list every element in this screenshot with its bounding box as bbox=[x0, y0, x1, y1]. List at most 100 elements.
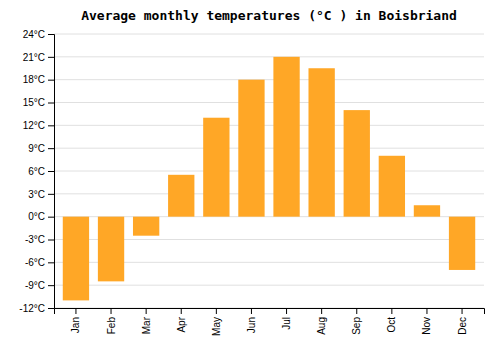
y-axis-line bbox=[48, 35, 55, 309]
bars bbox=[63, 57, 475, 301]
bar bbox=[308, 68, 334, 216]
x-tick-mark bbox=[75, 308, 76, 314]
x-tick-mark bbox=[251, 308, 252, 314]
x-tick: Dec bbox=[457, 308, 468, 335]
y-tick-label: 6°C bbox=[28, 166, 45, 177]
y-tick: 0°C bbox=[28, 211, 54, 222]
y-tick: 12°C bbox=[23, 120, 54, 131]
y-tick-label: 9°C bbox=[28, 143, 45, 154]
grid-line bbox=[54, 148, 484, 149]
x-tick: May bbox=[211, 308, 222, 336]
x-axis: JanFebMarAprMayJunJulAugSepOctNovDec bbox=[55, 308, 485, 336]
y-tick-mark bbox=[48, 80, 54, 81]
y-tick-label: 18°C bbox=[23, 74, 45, 85]
x-tick-mark bbox=[111, 308, 112, 314]
x-tick-mark bbox=[462, 308, 463, 314]
plot: -12°C -9°C -6°C -3°C 0°C 3°C 6°C 9°C 12°C 15°C 18°… bbox=[19, 29, 484, 336]
y-tick: 21°C bbox=[23, 52, 54, 63]
y-axis: -12°C -9°C -6°C -3°C 0°C 3°C 6°C 9°C 12°C 15°C 18°… bbox=[19, 29, 54, 314]
x-tick-mark bbox=[356, 308, 357, 314]
grid-line bbox=[54, 56, 484, 57]
x-axis-line bbox=[55, 309, 485, 315]
y-tick: -9°C bbox=[25, 280, 54, 291]
grid-line bbox=[54, 193, 484, 194]
grid-line bbox=[54, 171, 484, 172]
y-tick: -3°C bbox=[25, 234, 54, 245]
x-tick-label: Feb bbox=[106, 317, 117, 335]
grid-line bbox=[54, 79, 484, 80]
y-tick: 24°C bbox=[23, 29, 54, 40]
x-tick-label: Jan bbox=[70, 317, 81, 333]
grid-line bbox=[54, 125, 484, 126]
x-tick: Apr bbox=[176, 308, 187, 333]
y-tick: -6°C bbox=[25, 257, 54, 268]
x-tick-label: Dec bbox=[457, 317, 468, 335]
x-tick-mark bbox=[426, 308, 427, 314]
y-tick-mark bbox=[48, 171, 54, 172]
y-tick-mark bbox=[48, 262, 54, 263]
grid-line bbox=[54, 285, 484, 286]
y-tick-mark bbox=[48, 148, 54, 149]
x-tick-mark bbox=[216, 308, 217, 314]
y-tick: 3°C bbox=[28, 189, 54, 200]
y-tick-label: 3°C bbox=[28, 189, 45, 200]
y-tick-mark bbox=[48, 57, 54, 58]
y-tick: 18°C bbox=[23, 74, 54, 85]
x-tick: Jun bbox=[246, 308, 257, 333]
x-tick: Jul bbox=[281, 308, 292, 330]
x-tick-mark bbox=[321, 308, 322, 314]
x-tick: Mar bbox=[141, 308, 152, 334]
x-tick-label: Jun bbox=[246, 317, 257, 333]
bar bbox=[449, 217, 475, 270]
y-tick-mark bbox=[48, 285, 54, 286]
bar bbox=[203, 118, 229, 217]
x-tick: Aug bbox=[316, 308, 327, 335]
grid-line bbox=[54, 34, 484, 35]
bar bbox=[168, 175, 194, 217]
x-tick-mark bbox=[391, 308, 392, 314]
y-tick-label: 21°C bbox=[23, 52, 45, 63]
bar bbox=[238, 80, 264, 217]
x-tick-mark bbox=[286, 308, 287, 314]
y-tick-label: -3°C bbox=[25, 234, 45, 245]
bar bbox=[273, 57, 299, 217]
y-tick: 6°C bbox=[28, 166, 54, 177]
bar bbox=[344, 110, 370, 217]
y-tick-label: 15°C bbox=[23, 97, 45, 108]
y-tick-mark bbox=[48, 308, 54, 309]
y-tick-mark bbox=[48, 34, 54, 35]
x-tick-label: Sep bbox=[351, 317, 362, 335]
y-tick-mark bbox=[48, 125, 54, 126]
y-tick-mark bbox=[48, 103, 54, 104]
grid bbox=[54, 34, 484, 308]
chart: -12°C -9°C -6°C -3°C 0°C 3°C 6°C 9°C 12°C 15°C 18°… bbox=[0, 0, 500, 350]
grid-line bbox=[54, 102, 484, 103]
x-tick-label: Aug bbox=[316, 317, 327, 335]
x-tick-mark bbox=[146, 308, 147, 314]
bar bbox=[414, 205, 440, 216]
y-tick: 15°C bbox=[23, 97, 54, 108]
y-tick: -12°C bbox=[19, 303, 54, 314]
x-tick-label: Apr bbox=[176, 316, 187, 332]
x-tick-label: May bbox=[211, 317, 222, 336]
title: Average monthly temperatures (°C ) in Bo… bbox=[81, 8, 457, 23]
x-tick-mark bbox=[181, 308, 182, 314]
bar bbox=[98, 217, 124, 282]
x-tick-label: Oct bbox=[386, 317, 397, 333]
x-tick-label: Mar bbox=[141, 316, 152, 334]
y-tick: 9°C bbox=[28, 143, 54, 154]
bar bbox=[63, 217, 89, 301]
y-tick-label: 24°C bbox=[23, 29, 45, 40]
bar bbox=[379, 156, 405, 217]
y-tick-label: 12°C bbox=[23, 120, 45, 131]
x-tick: Sep bbox=[351, 308, 362, 335]
x-tick: Oct bbox=[386, 308, 397, 333]
x-tick-label: Jul bbox=[281, 317, 292, 330]
bar bbox=[133, 217, 159, 236]
y-tick-mark bbox=[48, 240, 54, 241]
y-tick-label: -6°C bbox=[25, 257, 45, 268]
y-tick-label: 0°C bbox=[28, 211, 45, 222]
x-tick: Feb bbox=[106, 308, 117, 334]
y-tick-mark bbox=[48, 217, 54, 218]
y-tick-label: -12°C bbox=[19, 303, 45, 314]
